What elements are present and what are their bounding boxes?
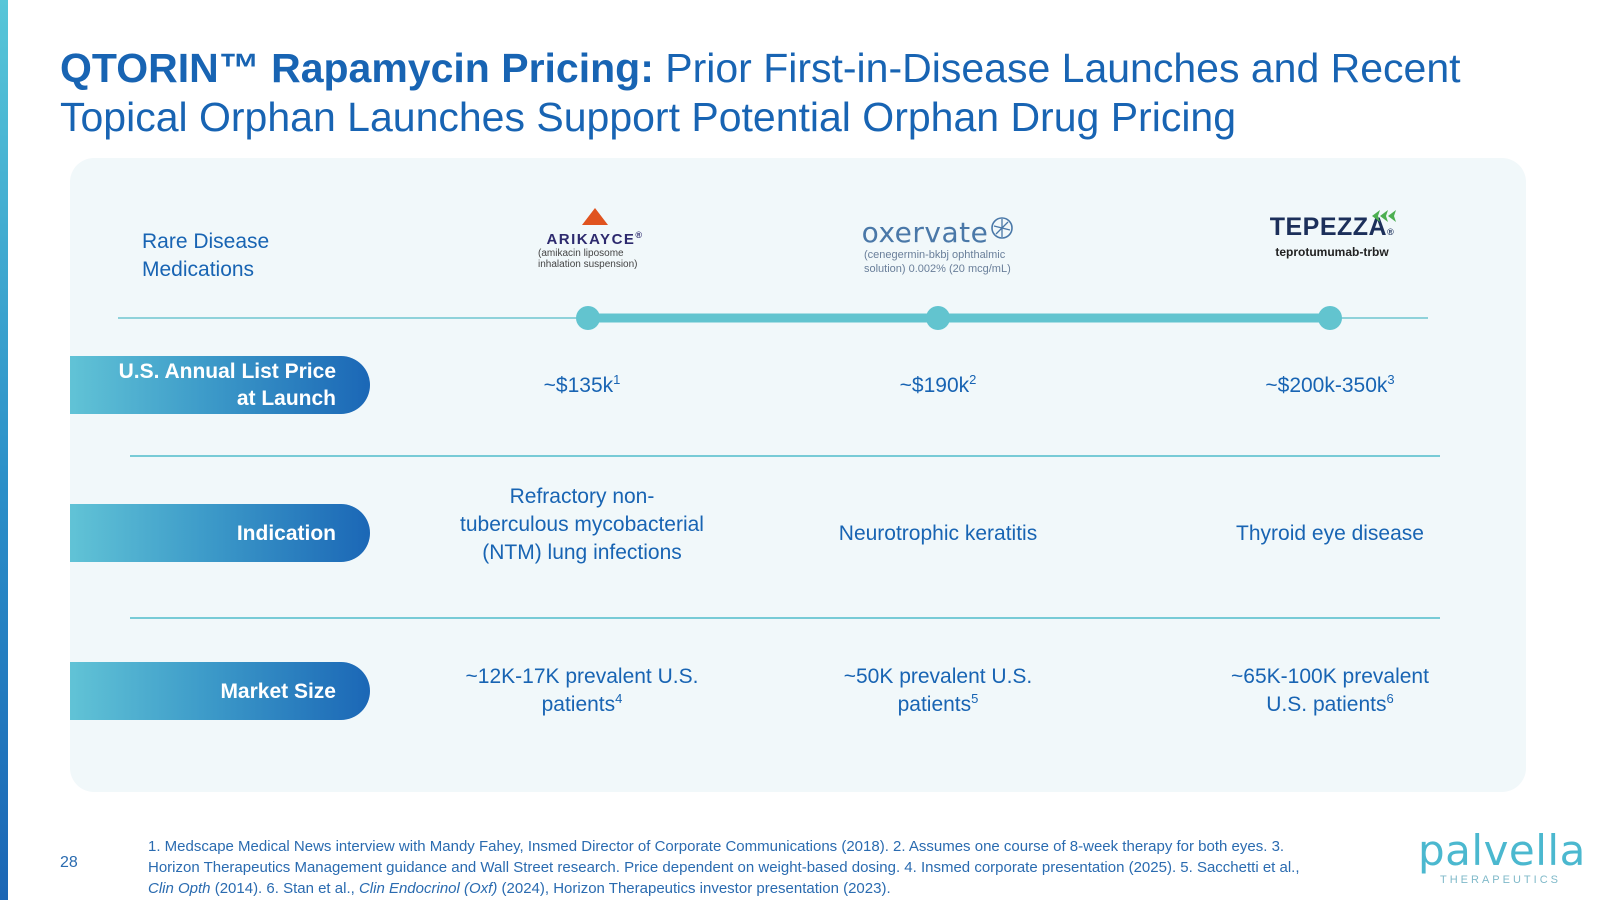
row-label-price-line1: U.S. Annual List Price <box>118 360 336 383</box>
slide-title-rest: Prior First-in-Disease Launches and Rece… <box>60 45 1461 140</box>
page-number: 28 <box>60 854 78 871</box>
indication-arikayce: Refractory non-tuberculous mycobacterial… <box>460 485 704 564</box>
row-label-market-size: Market Size <box>70 662 370 720</box>
oxervate-logo-name: oxervate <box>858 216 1018 248</box>
tepezza-leaf-icon <box>1372 210 1396 222</box>
price-oxervate: ~$190k2 <box>899 372 977 397</box>
tepezza-logo-sub: teprotumumab-trbw <box>1275 245 1389 259</box>
arikayce-triangle-icon <box>582 208 608 225</box>
price-arikayce: ~$135k1 <box>543 372 621 397</box>
footnotes: 1. Medscape Medical News interview with … <box>148 838 1300 897</box>
row-divider-1 <box>130 455 1440 457</box>
tepezza-logo-name: TEPEZZA® <box>1269 213 1395 241</box>
row-label-price: U.S. Annual List Price at Launch <box>70 356 370 414</box>
palvella-logo: palvella THERAPEUTICS <box>1418 826 1586 887</box>
palvella-logo-sub: THERAPEUTICS <box>1440 874 1561 886</box>
arikayce-logo-name: ARIKAYCE® <box>546 230 644 248</box>
slide-title: QTORIN™ Rapamycin Pricing: Prior First-i… <box>60 44 1540 142</box>
arikayce-logo-sub-1: (amikacin liposome <box>538 248 624 259</box>
rare-disease-medications-label: Rare Disease Medications <box>142 230 270 281</box>
left-accent-bar <box>0 0 8 900</box>
row-divider-2 <box>130 617 1440 619</box>
palvella-logo-name: palvella <box>1418 826 1586 875</box>
indication-oxervate: Neurotrophic keratitis <box>838 522 1038 545</box>
arikayce-logo-sub-2: inhalation suspension) <box>538 259 638 270</box>
row-label-price-line2: at Launch <box>236 387 336 410</box>
oxervate-logo-sub-1: (cenegermin-bkbj ophthalmic <box>864 249 1006 261</box>
oxervate-logo-sub-2: solution) 0.002% (20 mcg/mL) <box>864 263 1011 275</box>
row-label-indication: Indication <box>70 504 370 562</box>
slide-title-bold: QTORIN™ Rapamycin Pricing: <box>60 45 654 91</box>
oxervate-logo: oxervate (cenegermin-bkbj ophthalmic sol… <box>858 216 1018 276</box>
indication-tepezza: Thyroid eye disease <box>1236 522 1424 545</box>
arikayce-logo: ARIKAYCE® (amikacin liposome inhalation … <box>520 208 670 270</box>
tepezza-logo: TEPEZZA® teprotumumab-trbw <box>1262 210 1402 259</box>
market-tepezza: ~65K-100K prevalent U.S. patients6 <box>1231 665 1429 716</box>
price-tepezza: ~$200k-350k3 <box>1265 372 1395 397</box>
market-arikayce: ~12K-17K prevalent U.S. patients4 <box>465 665 699 716</box>
market-oxervate: ~50K prevalent U.S. patients5 <box>843 665 1033 716</box>
oxervate-eye-icon <box>991 217 1014 239</box>
